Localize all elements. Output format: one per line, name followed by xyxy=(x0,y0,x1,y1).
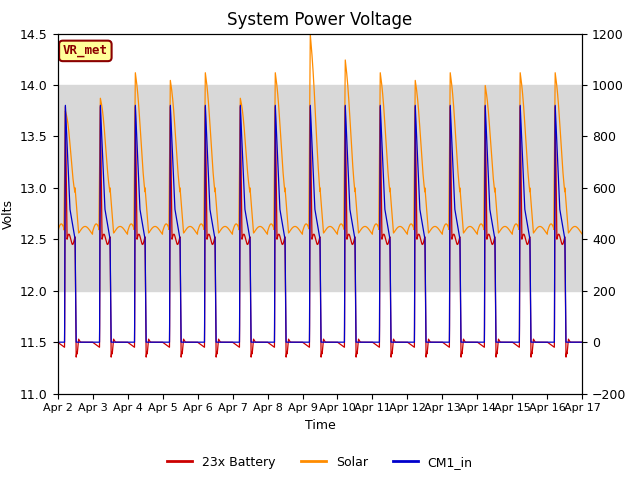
Text: VR_met: VR_met xyxy=(63,44,108,58)
Legend: 23x Battery, Solar, CM1_in: 23x Battery, Solar, CM1_in xyxy=(163,451,477,474)
X-axis label: Time: Time xyxy=(305,419,335,432)
Title: System Power Voltage: System Power Voltage xyxy=(227,11,413,29)
Y-axis label: Volts: Volts xyxy=(1,199,15,228)
Bar xyxy=(58,85,582,291)
